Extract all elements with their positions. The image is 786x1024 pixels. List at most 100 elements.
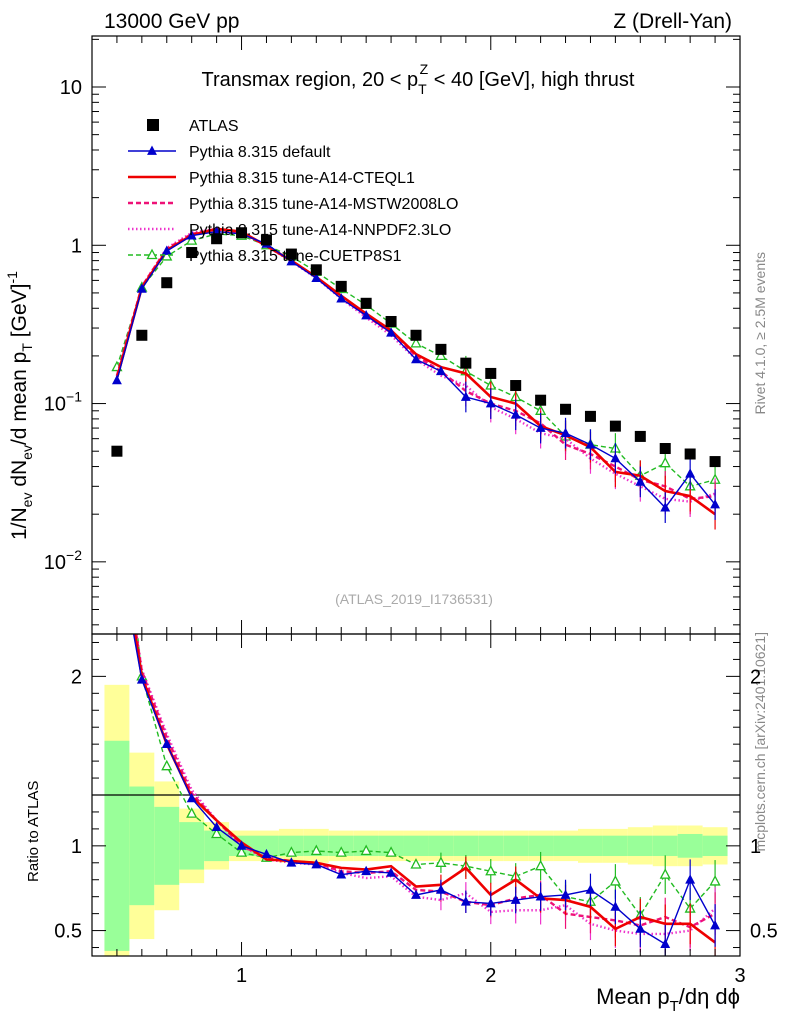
band-inner [154,806,180,885]
ratio-point-cuetp [360,844,372,856]
ratio-point-cuetp [435,856,447,867]
ratio-point-cuetp [659,868,671,879]
ratio-point-default [361,865,372,876]
data-point-atlas [186,247,198,259]
chart-title: Transmax region, 20 < pTZ < 40 [GeV], hi… [202,61,635,97]
data-point-cuetp [659,456,671,468]
ratio-point-cuetp [335,846,347,857]
ratio-series-mstw [134,634,716,948]
series-atlas [111,227,721,468]
ratio-point-default [336,869,347,879]
data-point-default [186,230,197,240]
ratio-point-cuetp [385,846,397,857]
data-point-atlas [161,277,173,289]
data-point-atlas [709,456,721,468]
band-inner [453,835,479,857]
data-point-default [685,468,696,478]
data-point-cuetp [410,336,422,348]
main-y-label: 1/Nev dNev/d mean pT [GeV]-1 [4,271,35,540]
band-inner [677,833,703,858]
main-panel: 10 1 10−1 10−2 Transmax region, 20 < pTZ < … [4,35,741,635]
ratio-point-default [585,884,596,894]
main-y-axis: 10 1 10−1 10−2 [44,38,740,626]
ratio-y-tick-label-right: 2 [750,666,761,688]
data-point-atlas [211,233,223,245]
data-point-atlas [310,264,322,276]
legend-label-cteql1: Pythia 8.315 tune-A14-CTEQL1 [189,170,415,187]
ratio-point-cuetp [112,434,121,443]
ratio-series-default [132,634,721,956]
series-line-nnpdf [115,227,716,503]
band-inner [179,822,205,870]
x-tick-label: 2 [485,965,496,987]
ratio-point-default [261,848,272,859]
legend-entry-cuetp: Pythia 8.315 tune-CUETP8S1 [128,248,402,265]
ratio-y-axis: 0.5 0.5 1 1 2 2 [54,641,778,949]
data-point-cuetp [186,234,198,245]
band-inner [528,835,554,857]
ratio-point-default [161,738,172,749]
x-axis-label: Mean pT/dη dϕ [596,984,740,1015]
ratio-point-cuetp [709,875,721,886]
band-inner [478,835,504,857]
legend-entry-mstw: Pythia 8.315 tune-A14-MSTW2008LO [128,196,458,213]
ratio-point-default [635,923,646,933]
data-point-default [136,283,147,293]
ratio-series-clip [112,434,721,956]
series-cteql1 [115,227,716,530]
band-inner [702,835,728,857]
ratio-point-default [311,858,322,869]
source-label: mcplots.cern.ch [arXiv:2401.10621] [752,632,768,851]
x-tick-label: 3 [734,965,745,987]
ratio-point-cuetp [211,827,223,839]
data-point-atlas [684,448,696,460]
legend-entry-nnpdf: Pythia 8.315 tune-A14-NNPDF2.3LO [128,222,451,239]
data-point-atlas [260,234,272,246]
data-point-atlas [584,410,596,422]
ratio-point-default [186,792,197,803]
ratio-y-tick-label: 0.5 [54,921,82,943]
ratio-point-default [460,896,471,906]
legend-entry-cteql1: Pythia 8.315 tune-A14-CTEQL1 [128,170,415,187]
ratio-point-default [136,674,147,684]
data-point-atlas [410,329,422,341]
data-point-default [610,452,621,463]
series-mstw [115,228,716,515]
data-point-default [361,310,372,320]
band-inner [104,740,130,951]
legend-entry-default: Pythia 8.315 default [128,144,331,161]
data-point-default [211,226,222,236]
ratio-point-default [236,840,247,850]
ratio-point-cuetp [186,807,198,818]
series-line-default [116,230,716,509]
series-default [111,226,721,523]
data-point-atlas [435,343,447,355]
ratio-point-default [535,891,546,901]
band-inner [503,835,529,857]
data-point-default [535,422,546,432]
band-inner [652,835,678,857]
band-inner [428,835,454,857]
data-point-atlas [510,380,522,392]
data-point-default [660,502,671,512]
main-clip-group [111,226,721,530]
data-point-default [386,327,397,337]
data-point-default [710,499,721,509]
ratio-y-tick-label: 2 [71,666,82,688]
data-point-atlas [659,443,671,455]
ratio-point-cuetp [410,858,422,869]
x-tick-label: 1 [236,965,247,987]
legend-label-nnpdf: Pythia 8.315 tune-A14-NNPDF2.3LO [189,222,451,239]
ratio-x-axis: 1 2 3 [116,634,746,987]
data-point-default [560,427,571,438]
y-tick-label: 10 [60,77,82,99]
data-point-atlas [485,367,497,379]
ratio-point-cuetp [235,846,248,857]
data-point-default [311,272,322,282]
band-inner [129,786,155,906]
ratio-y-tick-label-right: 0.5 [750,921,778,943]
legend-label-cuetp: Pythia 8.315 tune-CUETP8S1 [189,248,402,265]
data-point-atlas [385,315,397,327]
series-cuetp [111,227,721,502]
data-point-default [286,255,297,266]
